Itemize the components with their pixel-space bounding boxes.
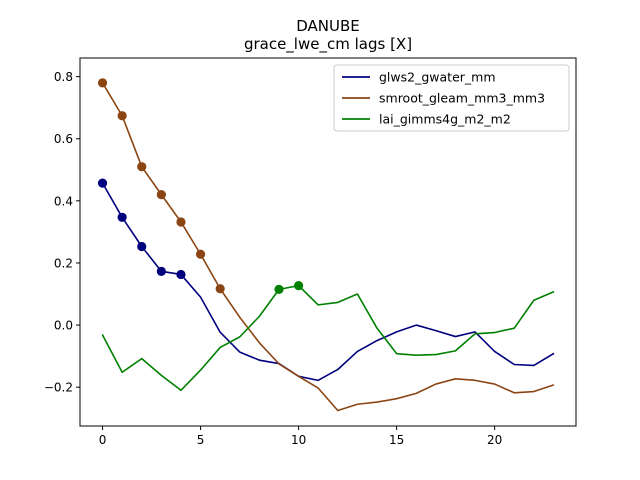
x-tick-label: 10 — [291, 433, 306, 447]
series-0-point — [176, 269, 186, 280]
x-tick-label: 0 — [99, 433, 107, 447]
x-tick-label: 5 — [197, 433, 205, 447]
y-tick-label: 0.6 — [54, 132, 73, 146]
legend-label: glws2_gwater_mm — [379, 70, 496, 85]
x-tick-label: 20 — [487, 433, 502, 447]
series-0-point — [137, 241, 147, 252]
series-1-point — [176, 217, 186, 227]
y-tick-label: 0.2 — [54, 256, 73, 270]
series-1-point — [195, 249, 206, 259]
series-0-point — [97, 178, 108, 188]
legend-label: smroot_gleam_mm3_mm3 — [379, 91, 545, 106]
legend-box — [333, 64, 570, 132]
y-tick-label: 0.4 — [54, 194, 73, 208]
chart-title: DANUBE — [296, 17, 360, 35]
series-0-point — [117, 212, 127, 222]
series-line-2 — [101, 284, 555, 392]
series-1-point — [137, 162, 147, 172]
series-1-point — [97, 78, 108, 88]
chart-subtitle: grace_lwe_cm lags [X] — [244, 35, 412, 54]
series-0-point — [156, 266, 166, 276]
y-tick-label: 0.0 — [54, 319, 73, 333]
series-2-point — [274, 284, 284, 294]
series-1-point — [215, 284, 225, 294]
series-line-1 — [101, 82, 555, 412]
legend-label: lai_gimms4g_m2_m2 — [379, 112, 511, 127]
series-2-point — [293, 281, 304, 291]
y-tick-label: 0.8 — [54, 70, 73, 84]
axes-layer: 0 5 10 15 20 −0.2 0.0 0.2 0.4 0.6 0.8 — [44, 57, 577, 447]
y-tick-label: −0.2 — [44, 381, 73, 395]
series-1-point — [156, 190, 166, 200]
plot-frame — [79, 57, 577, 427]
legend: glws2_gwater_mm smroot_gleam_mm3_mm3 lai_g… — [333, 64, 570, 132]
series-1-point — [117, 111, 127, 121]
x-tick-label: 15 — [389, 433, 404, 447]
series-layer — [97, 78, 555, 412]
